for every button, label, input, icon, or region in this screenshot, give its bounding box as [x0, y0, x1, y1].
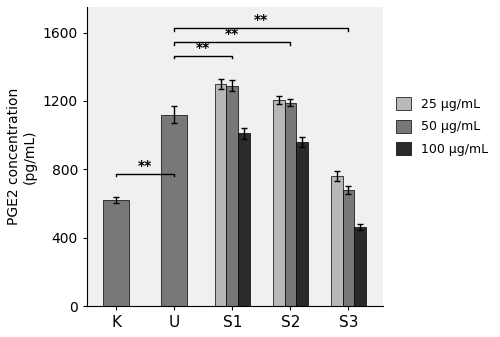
Bar	[331, 176, 342, 306]
Bar	[296, 142, 308, 306]
Bar	[162, 115, 187, 306]
Text: **: **	[225, 27, 240, 41]
Bar	[354, 227, 366, 306]
Bar	[342, 190, 354, 306]
Y-axis label: PGE2 concentration
(pg/mL): PGE2 concentration (pg/mL)	[7, 88, 37, 225]
Bar	[103, 200, 129, 306]
Legend: 25 μg/mL, 50 μg/mL, 100 μg/mL: 25 μg/mL, 50 μg/mL, 100 μg/mL	[392, 94, 492, 159]
Text: **: **	[138, 159, 152, 173]
Bar	[238, 133, 250, 306]
Text: **: **	[196, 41, 210, 55]
Bar	[215, 84, 226, 306]
Text: **: **	[254, 13, 268, 27]
Bar	[273, 100, 284, 306]
Bar	[226, 86, 238, 306]
Bar	[284, 103, 296, 306]
